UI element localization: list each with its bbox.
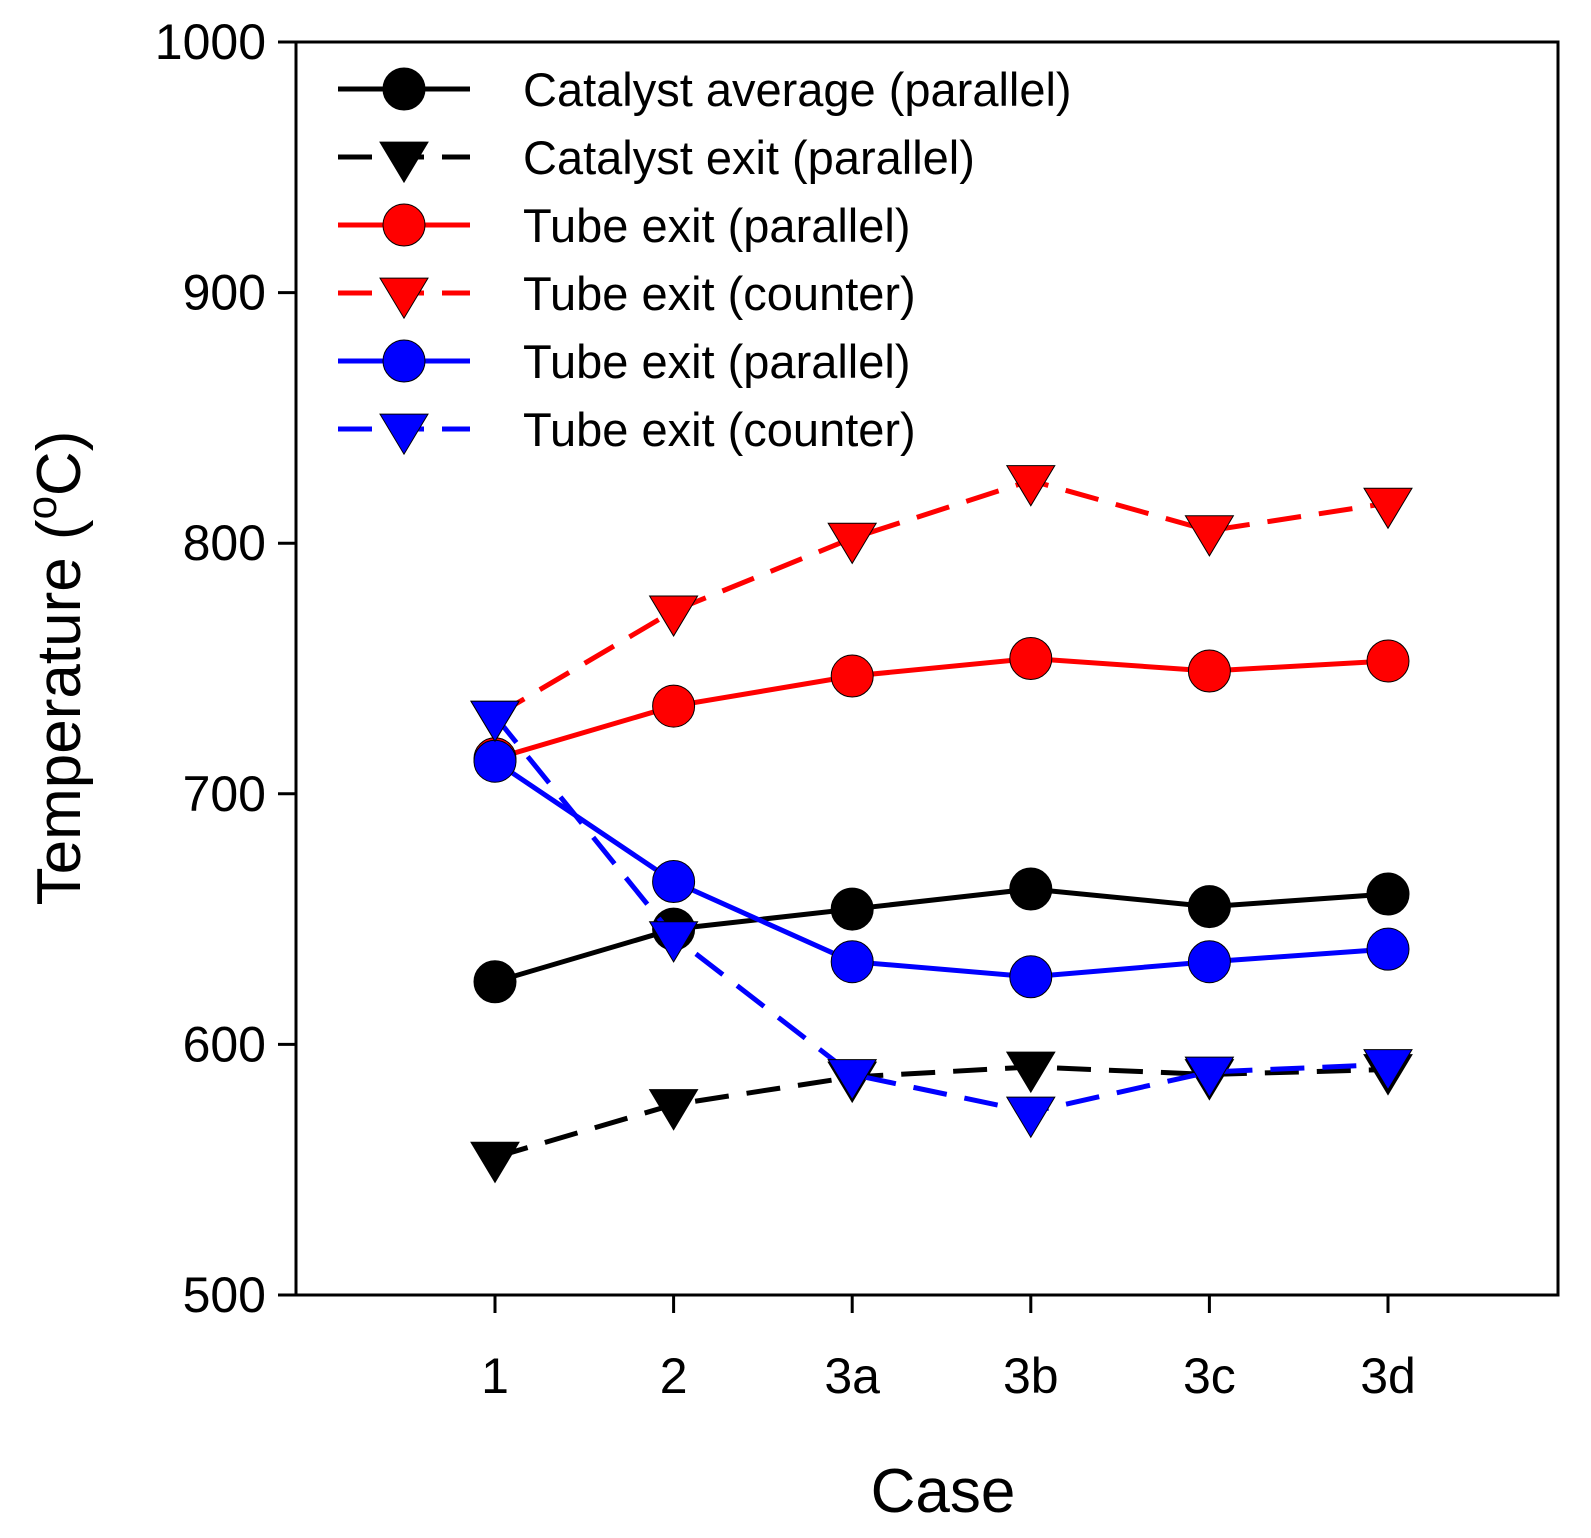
data-point [473, 960, 517, 1004]
y-axis-title-unit: C) [25, 431, 94, 496]
y-tick-label: 900 [183, 265, 266, 321]
data-point [827, 1059, 878, 1101]
data-point [470, 1141, 520, 1184]
data-point [1366, 872, 1410, 916]
series-line [493, 477, 1389, 719]
legend-item: Tube exit (counter) [338, 403, 916, 456]
series-1 [473, 867, 1410, 1004]
data-point [1005, 1096, 1056, 1139]
plot-frame [294, 40, 1560, 1297]
legend-item: Catalyst exit (parallel) [338, 131, 975, 184]
data-point [830, 940, 874, 984]
series-5 [473, 739, 1410, 999]
data-point [1187, 649, 1231, 693]
data-point [830, 654, 874, 698]
y-tick-label: 500 [183, 1267, 266, 1323]
legend-label: Tube exit (parallel) [523, 335, 910, 388]
legend-label: Tube exit (counter) [523, 403, 916, 456]
legend-label: Catalyst average (parallel) [523, 63, 1072, 116]
legend-label: Tube exit (counter) [523, 267, 916, 320]
x-axis-title: Case [871, 1457, 1016, 1526]
x-tick-label: 3a [824, 1348, 880, 1404]
series-4 [470, 465, 1413, 743]
series-line [493, 714, 1389, 1115]
data-point [1009, 867, 1053, 911]
data-point [648, 1089, 699, 1131]
legend-marker [379, 413, 429, 456]
legend-marker [379, 277, 429, 320]
data-point [830, 887, 874, 931]
data-point [1187, 940, 1231, 984]
legend-marker [382, 67, 426, 111]
x-tick-label: 3b [1003, 1348, 1059, 1404]
legend-marker [382, 203, 426, 247]
data-point [1366, 639, 1410, 683]
x-axis: 1 2 3a 3b 3c 3d [481, 1295, 1416, 1404]
data-point [1363, 1049, 1413, 1091]
legend-item: Tube exit (parallel) [338, 199, 910, 252]
legend-label: Catalyst exit (parallel) [523, 131, 975, 184]
series-line [494, 886, 1389, 985]
series-line [493, 759, 1389, 980]
y-axis-title-superscript: o [18, 496, 65, 519]
y-tick-label: 1000 [155, 14, 266, 70]
y-axis-title-main: Temperature ( [25, 519, 94, 905]
data-point [1187, 885, 1231, 929]
data-point [1009, 955, 1053, 999]
legend-item: Tube exit (counter) [338, 267, 916, 320]
y-tick-label: 600 [183, 1016, 266, 1072]
data-point [470, 700, 520, 743]
series-6 [470, 700, 1413, 1139]
series-layer [470, 465, 1413, 1184]
legend-item: Tube exit (parallel) [338, 335, 910, 388]
data-point [648, 921, 699, 963]
data-point [1363, 487, 1413, 530]
data-point [473, 739, 517, 783]
data-point [1005, 465, 1056, 507]
legend-item: Catalyst average (parallel) [338, 63, 1072, 116]
data-point [1005, 1051, 1056, 1094]
series-line [494, 1064, 1389, 1160]
data-point [1184, 1056, 1235, 1099]
x-tick-label: 3c [1183, 1348, 1236, 1404]
data-point [648, 595, 699, 638]
legend-label: Tube exit (parallel) [523, 199, 910, 252]
data-point [1184, 515, 1235, 557]
x-tick-label: 3d [1360, 1348, 1416, 1404]
legend: Catalyst average (parallel) Catalyst exit… [338, 63, 1072, 456]
data-point [1009, 636, 1053, 680]
y-axis: 500 600 700 800 900 1000 [155, 14, 296, 1323]
data-point [652, 860, 696, 904]
x-tick-label: 1 [481, 1348, 509, 1404]
x-tick-label: 2 [660, 1348, 688, 1404]
y-tick-label: 700 [183, 766, 266, 822]
y-axis-title: Temperature (oC) [18, 431, 94, 906]
data-point [1366, 927, 1410, 971]
y-tick-label: 800 [183, 515, 266, 571]
data-point [652, 684, 696, 728]
data-point [827, 522, 878, 565]
series-3 [473, 636, 1410, 781]
legend-marker [379, 141, 429, 184]
series-line [494, 655, 1389, 762]
legend-marker [382, 339, 426, 383]
